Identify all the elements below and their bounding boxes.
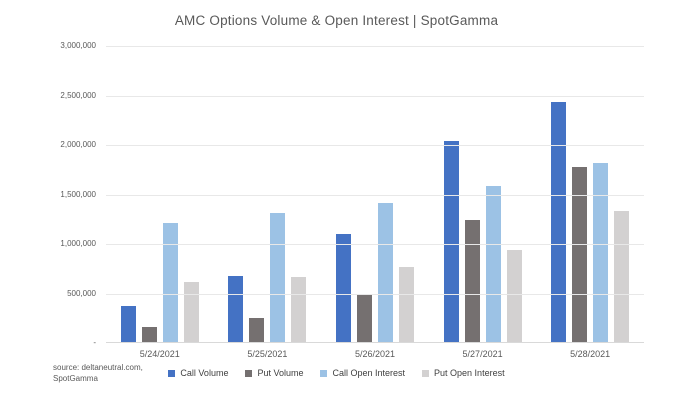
gridline <box>106 244 644 245</box>
gridline <box>106 194 644 196</box>
source-note-line1: source: deltaneutral.com, <box>53 363 143 372</box>
bar-put-open-interest <box>291 276 307 343</box>
y-tick-label: 3,000,000 <box>60 41 96 50</box>
bar-groups <box>106 46 644 343</box>
bar-call-volume <box>120 305 136 343</box>
bar-call-open-interest <box>162 223 178 343</box>
x-axis-line <box>106 342 644 343</box>
legend-label: Put Open Interest <box>434 368 505 378</box>
bar-put-open-interest <box>614 211 630 343</box>
x-axis-labels: 5/24/2021 5/25/2021 5/26/2021 5/27/2021 5/28… <box>106 349 644 359</box>
x-tick-label: 5/27/2021 <box>462 349 503 359</box>
y-tick-label: 1,500,000 <box>60 189 96 199</box>
chart-title: AMC Options Volume & Open Interest | Spo… <box>174 13 499 28</box>
y-axis: 3,000,000 2,500,000 2,000,000 1,500,000 1,00… <box>0 41 96 347</box>
legend-swatch-put-open-interest <box>422 369 430 377</box>
bar-put-volume <box>356 294 372 343</box>
bar-call-volume <box>335 233 351 343</box>
bar-group-5-25-2021 <box>214 46 322 343</box>
bar-put-volume <box>141 327 157 343</box>
bar-call-volume <box>228 275 244 343</box>
y-tick-label: - <box>93 338 96 347</box>
bar-call-volume <box>443 140 459 343</box>
bar-call-volume <box>551 102 567 343</box>
legend-item-put-volume: Put Volume <box>245 368 303 378</box>
bar-call-open-interest <box>593 162 609 343</box>
bar-group-5-26-2021 <box>321 46 429 343</box>
bar-put-volume <box>464 219 480 343</box>
legend-swatch-call-open-interest <box>320 369 328 377</box>
gridline <box>106 145 644 146</box>
y-tick-label: 2,000,000 <box>60 140 96 149</box>
gridline <box>106 293 644 295</box>
y-tick-label: 1,000,000 <box>60 239 96 248</box>
source-note-line2: SpotGamma <box>53 374 98 383</box>
x-tick-label: 5/26/2021 <box>354 349 395 359</box>
x-tick-label: 5/25/2021 <box>247 349 288 359</box>
bar-call-open-interest <box>270 212 286 343</box>
x-tick-label: 5/24/2021 <box>139 349 180 359</box>
legend-label: Call Open Interest <box>332 368 406 378</box>
source-note: source: deltaneutral.com, SpotGamma <box>53 362 143 384</box>
bar-group-5-24-2021 <box>106 46 214 343</box>
bar-put-open-interest <box>398 266 414 343</box>
legend-label: Call Volume <box>180 368 229 378</box>
legend-label: Put Volume <box>257 368 304 378</box>
bar-group-5-27-2021 <box>429 46 537 343</box>
legend-item-call-volume: Call Volume <box>168 368 228 378</box>
plot-area <box>106 46 644 343</box>
y-tick-label: 2,500,000 <box>60 90 96 100</box>
bar-put-open-interest <box>183 282 199 343</box>
bar-call-open-interest <box>377 202 393 343</box>
legend-item-put-open-interest: Put Open Interest <box>422 368 505 378</box>
gridline <box>106 46 644 47</box>
x-tick-label: 5/28/2021 <box>570 349 611 359</box>
bar-put-volume <box>249 317 265 343</box>
legend-item-call-open-interest: Call Open Interest <box>320 368 405 378</box>
y-tick-label: 500,000 <box>67 288 96 298</box>
legend-swatch-put-volume <box>245 369 253 377</box>
legend-swatch-call-volume <box>168 369 176 377</box>
bar-put-volume <box>572 166 588 343</box>
gridline <box>106 95 644 97</box>
bar-put-open-interest <box>506 250 522 343</box>
legend: Call Volume Put Volume Call Open Interest P… <box>0 368 673 378</box>
bar-call-open-interest <box>485 186 501 343</box>
